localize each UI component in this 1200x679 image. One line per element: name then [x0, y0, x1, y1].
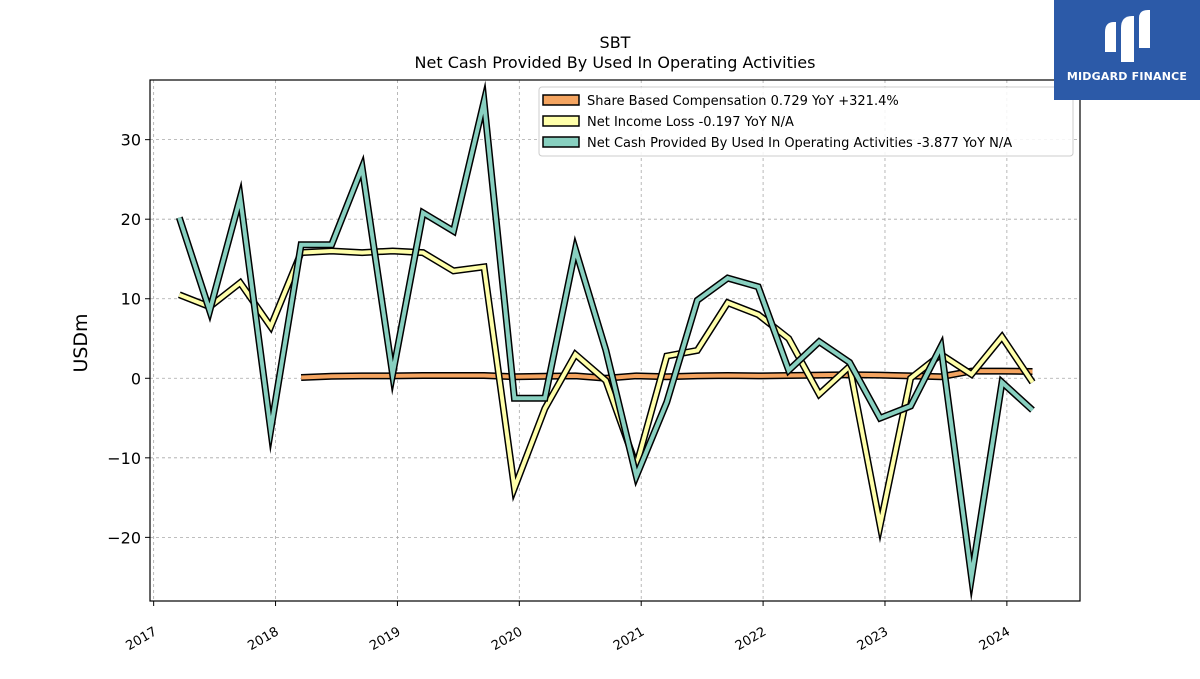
- plot-frame: [149, 79, 1081, 602]
- y-tick-label: 10: [121, 290, 141, 309]
- legend-swatch: [542, 136, 580, 148]
- y-axis-label: USDm: [70, 313, 92, 372]
- logo-text: MIDGARD FINANCE: [1066, 70, 1188, 83]
- legend-label: Net Cash Provided By Used In Operating A…: [587, 136, 1012, 151]
- chart-title: SBT: [600, 33, 631, 52]
- y-tick-label: 0: [131, 369, 141, 388]
- logo-mark-icon: [1105, 10, 1150, 62]
- legend-label: Net Income Loss -0.197 YoY N/A: [587, 115, 794, 130]
- legend-box: [538, 86, 1074, 157]
- y-tick-label: −10: [107, 449, 141, 468]
- series-line: [178, 248, 1035, 536]
- series-line: [177, 89, 1034, 592]
- midgard-finance-logo: MIDGARD FINANCE: [1054, 0, 1200, 100]
- y-tick-label: −20: [107, 528, 141, 547]
- y-tick-label: 20: [121, 210, 141, 229]
- chart-subtitle: Net Cash Provided By Used In Operating A…: [415, 53, 816, 72]
- legend: Share Based Compensation 0.729 YoY +321.…: [538, 86, 1074, 157]
- series-3: [175, 80, 1035, 602]
- series-2: [178, 247, 1036, 544]
- series-lines: [175, 80, 1036, 602]
- legend-swatch: [542, 115, 580, 127]
- legend-label: Share Based Compensation 0.729 YoY +321.…: [587, 94, 899, 109]
- legend-swatch: [542, 94, 580, 106]
- y-tick-label: 30: [121, 131, 141, 150]
- y-axis-ticks: −20 −10 0 10 20 30: [107, 131, 150, 547]
